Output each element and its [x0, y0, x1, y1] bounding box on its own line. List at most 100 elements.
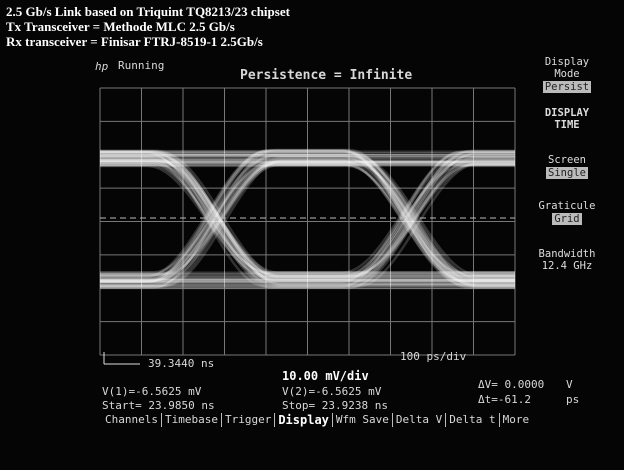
trace — [100, 160, 515, 283]
vertical-scale: 10.00 mV/div — [282, 369, 369, 383]
readout: V(2)=-6.5625 mV — [282, 385, 382, 398]
trace — [100, 152, 515, 283]
trace — [100, 152, 515, 278]
caption-line: Tx Transceiver = Methode MLC 2.5 Gb/s — [6, 19, 235, 34]
graticule — [99, 87, 516, 356]
trace — [100, 163, 515, 285]
menu-item: Timebase — [160, 413, 221, 427]
trace — [100, 150, 515, 288]
trace — [100, 154, 515, 289]
readout: Stop= 23.9238 ns — [282, 399, 388, 412]
timebase-scale: 100 ps/div — [400, 350, 467, 363]
trace — [100, 148, 515, 288]
readout-unit: V — [566, 378, 573, 391]
readout: Start= 23.9850 ns — [102, 399, 215, 412]
trace — [100, 154, 515, 279]
trace — [100, 159, 515, 281]
softkey: DISPLAY TIME — [522, 107, 612, 131]
trace — [100, 156, 515, 279]
trace — [100, 151, 515, 279]
caption-line: Rx transceiver = Finisar FTRJ-8519-1 2.5… — [6, 34, 263, 49]
softkey-label: DISPLAY — [544, 107, 590, 119]
trace — [100, 158, 515, 281]
trace — [100, 159, 515, 281]
trace — [100, 158, 515, 286]
trace — [100, 163, 515, 287]
softkey-label: Display — [544, 56, 590, 68]
softkey-label: Screen — [548, 154, 586, 166]
trace — [100, 155, 515, 280]
softkey-label: Bandwidth — [538, 248, 596, 260]
trace — [100, 158, 515, 274]
trace — [100, 163, 515, 283]
trace — [100, 160, 515, 282]
trace — [100, 149, 515, 278]
softkey-value: 12.4 GHz — [541, 260, 593, 272]
trace — [100, 164, 515, 277]
trace — [100, 149, 515, 284]
trace — [100, 159, 515, 286]
trace — [100, 156, 515, 277]
trace — [100, 163, 515, 288]
trace — [100, 155, 515, 286]
trace — [100, 157, 515, 280]
menu-item: Delta V — [391, 413, 445, 427]
eye-diagram — [100, 148, 515, 290]
softkey: Graticule Grid — [522, 200, 612, 225]
trace — [100, 158, 515, 288]
brand: hp — [95, 60, 109, 73]
trace — [100, 163, 515, 283]
timebase-start: 39.3440 ns — [148, 357, 215, 370]
trace — [100, 160, 515, 274]
trace — [100, 158, 515, 282]
trace — [100, 150, 515, 277]
trace — [100, 158, 515, 287]
trace — [100, 148, 515, 277]
readout-unit: ps — [566, 393, 580, 406]
trace — [100, 152, 515, 277]
trace — [100, 161, 515, 276]
trace — [100, 149, 515, 286]
trace — [100, 159, 515, 274]
trace — [100, 154, 515, 280]
trace — [100, 155, 515, 274]
readout: ΔV= 0.0000 — [478, 378, 545, 391]
trace — [100, 163, 515, 288]
trace — [100, 161, 515, 284]
trace — [100, 155, 515, 279]
menu-item: Delta t — [445, 413, 498, 427]
softkey-label: Mode — [554, 68, 580, 80]
readout: V(1)=-6.5625 mV — [102, 385, 202, 398]
trace — [100, 150, 515, 277]
trace — [100, 153, 515, 277]
softkey-label: Graticule — [538, 200, 596, 212]
display-title: Persistence = Infinite — [240, 68, 413, 83]
trace — [100, 156, 515, 280]
softkey-value: Single — [546, 167, 588, 179]
menu-bar: Channels Timebase Trigger Display Wfm Save De… — [102, 413, 532, 427]
trace — [100, 163, 515, 277]
trace — [100, 151, 515, 274]
caption-line: 2.5 Gb/s Link based on Triquint TQ8213/2… — [6, 4, 290, 19]
trace — [100, 159, 515, 287]
trace — [100, 149, 515, 278]
trace — [100, 149, 515, 283]
trace — [100, 150, 515, 284]
trace — [100, 151, 515, 282]
trace — [100, 160, 515, 280]
trace — [100, 149, 515, 275]
trace — [100, 159, 515, 283]
softkey: Display Mode Persist — [522, 56, 612, 93]
softkey-label: TIME — [554, 119, 580, 131]
softkey-value: Persist — [542, 81, 592, 93]
trace — [100, 162, 515, 274]
trace — [100, 162, 515, 288]
menu-item: Trigger — [220, 413, 274, 427]
menu-item: Display — [274, 413, 332, 427]
softkey: Bandwidth 12.4 GHz — [522, 248, 612, 272]
trace — [100, 162, 515, 283]
trace — [100, 159, 515, 282]
trace — [100, 164, 515, 282]
readout: Δt=-61.2 — [478, 393, 531, 406]
